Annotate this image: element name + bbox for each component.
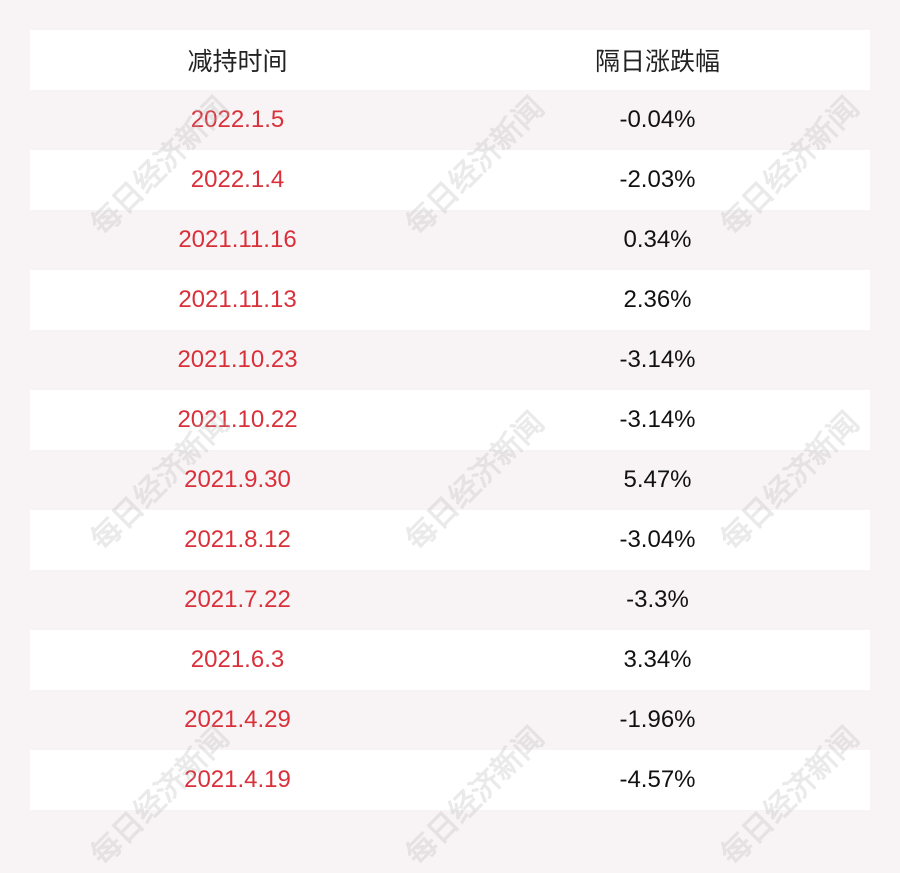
cell-change: -3.3% bbox=[626, 586, 689, 613]
table-row: 2021.9.30 5.47% bbox=[30, 450, 870, 510]
cell-change: -2.03% bbox=[619, 166, 696, 193]
cell-change: 0.34% bbox=[623, 226, 692, 253]
cell-date: 2021.11.16 bbox=[178, 226, 297, 253]
cell-date: 2021.8.12 bbox=[184, 526, 291, 553]
cell-change: -3.04% bbox=[619, 526, 696, 553]
table-row: 2022.1.4 -2.03% bbox=[30, 150, 870, 210]
table-row: 2021.8.12 -3.04% bbox=[30, 510, 870, 570]
cell-date: 2021.6.3 bbox=[190, 646, 285, 673]
cell-change: 3.34% bbox=[623, 646, 692, 673]
cell-date: 2021.11.13 bbox=[178, 286, 297, 313]
cell-date: 2022.1.4 bbox=[190, 166, 285, 193]
cell-change: -3.14% bbox=[619, 346, 696, 373]
cell-date: 2021.9.30 bbox=[184, 466, 291, 493]
table-row: 2021.4.19 -4.57% bbox=[30, 750, 870, 810]
cell-date: 2021.7.22 bbox=[184, 586, 291, 613]
table-row: 2021.6.3 3.34% bbox=[30, 630, 870, 690]
cell-date: 2022.1.5 bbox=[190, 106, 285, 133]
header-date: 减持时间 bbox=[187, 48, 288, 76]
header-change: 隔日涨跌幅 bbox=[594, 48, 720, 76]
table-row: 2021.10.22 -3.14% bbox=[30, 390, 870, 450]
table-row: 2021.11.16 0.34% bbox=[30, 210, 870, 270]
table-row: 2021.4.29 -1.96% bbox=[30, 690, 870, 750]
cell-change: -3.14% bbox=[619, 406, 696, 433]
cell-change: -4.57% bbox=[619, 766, 696, 793]
table-header: 减持时间 隔日涨跌幅 bbox=[30, 30, 870, 90]
cell-change: 5.47% bbox=[623, 466, 692, 493]
cell-change: -0.04% bbox=[619, 106, 696, 133]
cell-date: 2021.10.22 bbox=[177, 406, 298, 433]
table-row: 2021.11.13 2.36% bbox=[30, 270, 870, 330]
cell-date: 2021.4.29 bbox=[184, 706, 291, 733]
table-row: 2021.10.23 -3.14% bbox=[30, 330, 870, 390]
cell-change: 2.36% bbox=[623, 286, 692, 313]
cell-change: -1.96% bbox=[619, 706, 696, 733]
cell-date: 2021.4.19 bbox=[184, 766, 291, 793]
cell-date: 2021.10.23 bbox=[177, 346, 298, 373]
table-row: 2021.7.22 -3.3% bbox=[30, 570, 870, 630]
data-table: 减持时间 隔日涨跌幅 2022.1.5 -0.04% 2022.1.4 -2.03% 2… bbox=[30, 30, 870, 810]
table-row: 2022.1.5 -0.04% bbox=[30, 90, 870, 150]
